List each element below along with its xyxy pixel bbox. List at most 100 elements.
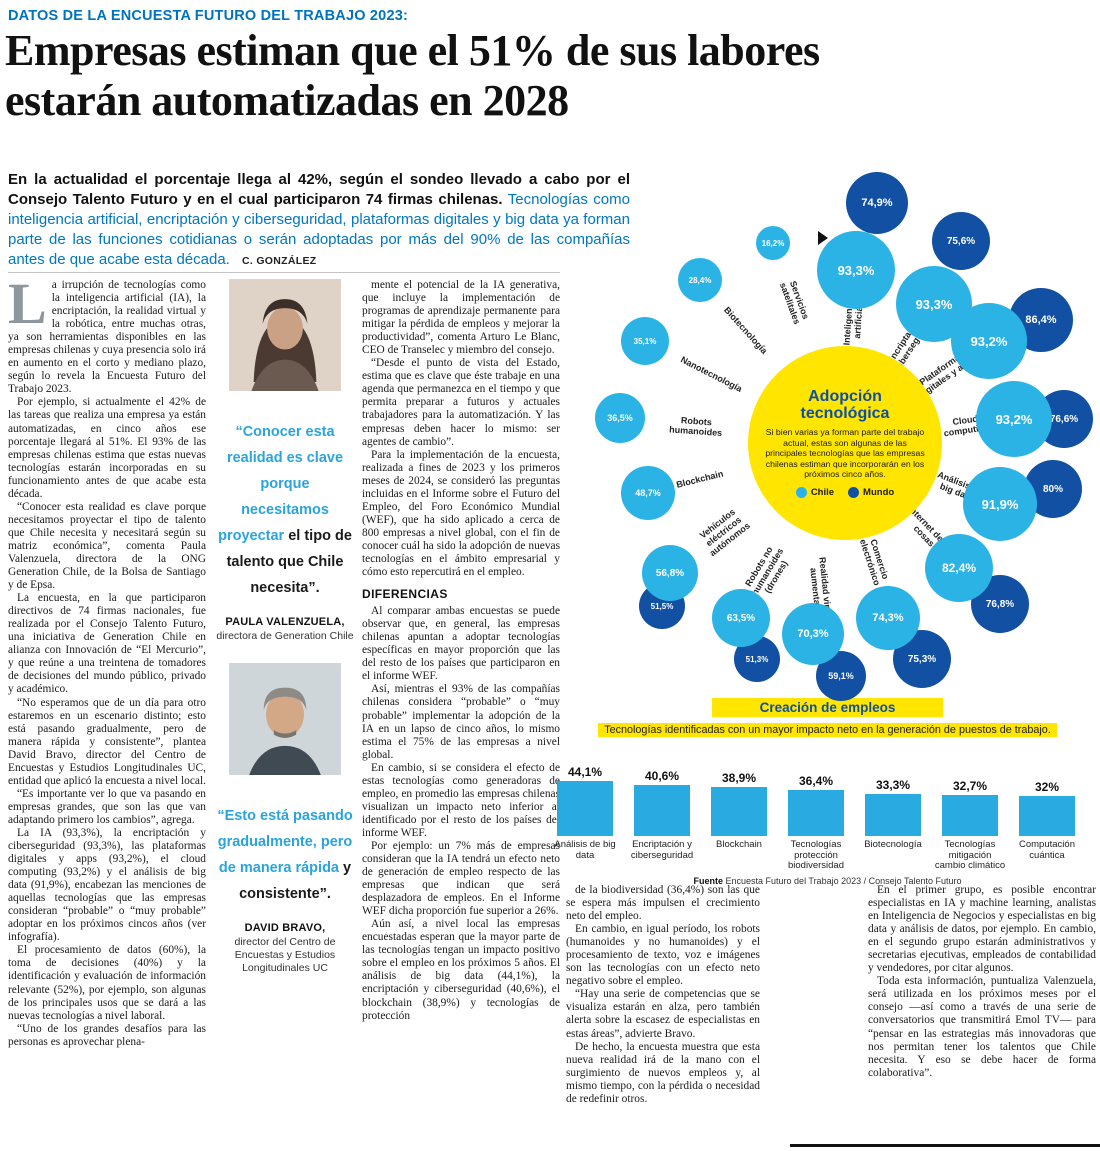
bubble-chile-analisis-de-big-data: 91,9% — [963, 467, 1037, 541]
paragraph: Por ejemplo: un 7% más de empresas consi… — [362, 839, 560, 918]
paragraph: mente el potencial de la IA generativa, … — [362, 279, 560, 357]
lede-blue-text: Tecnologías como inteligencia artificial… — [8, 191, 630, 268]
quote-blue-text: “Esto está pasando gradualmente, pero de… — [217, 808, 353, 876]
paragraph: De hecho, la encuesta muestra que esta n… — [566, 1040, 760, 1105]
paragraph-group: En el primer grupo, es posible encontrar… — [868, 884, 1096, 1080]
bar-value: 36,4% — [798, 774, 834, 788]
legend-label-chile: Chile — [810, 486, 835, 498]
jobs-chart-header: Creación de empleos — [555, 698, 1100, 717]
kicker: DATOS DE LA ENCUESTA FUTURO DEL TRABAJO … — [8, 8, 409, 24]
bubble-chile-internet-de-las-cosas: 82,4% — [925, 534, 993, 602]
paragraph-group: mente el potencial de la IA generativa, … — [362, 279, 560, 579]
bubble-label-nanotecnologia: Nanotecnología — [679, 354, 744, 394]
bar-rect — [711, 787, 767, 836]
lede-bold-text: En la actualidad el porcentaje llega al … — [8, 171, 630, 208]
quote-blue-text: “Conocer esta realidad es clave porque n… — [218, 424, 344, 544]
legend-label-mundo: Mundo — [863, 486, 895, 498]
paragraph: En cambio, si se considera el efecto de … — [362, 761, 560, 839]
photo-paula-valenzuela — [229, 279, 341, 391]
bar-blockchain: 38,9% — [701, 742, 777, 836]
bubble-chile-realidad-virtual-aumentada: 70,3% — [782, 603, 844, 665]
pull-quote-valenzuela: “Conocer esta realidad es clave porque n… — [216, 419, 354, 601]
bubble-label-blockchain: Blockchain — [675, 468, 725, 490]
bar-value: 44,1% — [567, 765, 603, 779]
jobs-bar-chart: Creación de empleos Tecnologías identifi… — [554, 698, 1100, 886]
dropcap: L — [8, 279, 47, 336]
bar-rect — [634, 785, 690, 836]
infographic-legend: Chile Mundo — [795, 486, 895, 498]
bar-value: 33,3% — [875, 778, 911, 792]
quote-author-role: director del Centro de Encuestas y Estud… — [234, 936, 336, 974]
bar-category: Blockchain — [716, 839, 762, 850]
article-column-4: En el primer grupo, es posible encontrar… — [868, 884, 1096, 1150]
jobs-chart-title: Creación de empleos — [711, 698, 944, 717]
quote-author: DAVID BRAVO, — [244, 922, 326, 934]
bar-value: 38,9% — [721, 771, 757, 785]
bar-category: Tecnologías protección biodiversidad — [788, 839, 844, 871]
bubble-chile-blockchain: 48,7% — [621, 466, 675, 520]
lede: En la actualidad el porcentaje llega al … — [8, 170, 630, 271]
bar-value: 32% — [1034, 780, 1060, 794]
quote-author-role: directora de Generation Chile — [216, 630, 354, 642]
divider — [8, 272, 560, 273]
quote-black-text: el tipo de talento que Chile necesita”. — [226, 528, 352, 596]
bubble-chile-robots-no-humanoides-drones: 63,5% — [712, 589, 770, 647]
bar-category: Tecnologías mitigación cambio climático — [934, 839, 1006, 871]
paragraph: La encuesta, en la que participaron dire… — [8, 592, 206, 696]
pull-quote-bravo: “Esto está pasando gradualmente, pero de… — [216, 803, 354, 907]
bubble-chile-comercio-electronico: 74,3% — [856, 586, 920, 650]
paragraph: En el primer grupo, es posible encontrar… — [868, 884, 1096, 975]
quote-attribution: PAULA VALENZUELA, directora de Generatio… — [216, 616, 354, 643]
bar-rect — [942, 795, 998, 836]
legend-item-chile: Chile — [795, 486, 835, 498]
bar-rect — [865, 794, 921, 836]
jobs-chart-subheader: Tecnologías identificadas con un mayor i… — [555, 720, 1100, 738]
bubble-label-biotecnologia: Biotecnología — [722, 304, 770, 356]
bubble-chile-servicios-satelitales: 16,2% — [756, 226, 790, 260]
paragraph: “Desde el punto de vista del Estado, est… — [362, 357, 560, 448]
bar-computacion-cuantica: 32% — [1009, 742, 1085, 836]
photo-david-bravo — [229, 663, 341, 775]
divider — [790, 1144, 1100, 1147]
paragraph: “Es importante ver lo que va pasando en … — [8, 787, 206, 826]
source-label: Fuente — [693, 876, 723, 886]
paragraph: El procesamiento de datos (60%), la toma… — [8, 944, 206, 1022]
paragraph-group: Por ejemplo, si actualmente el 42% de la… — [8, 396, 206, 1048]
bubble-chile-cloud-computing: 93,2% — [976, 381, 1052, 457]
bar-category: Biotecnología — [864, 839, 922, 850]
jobs-bars-area: 44,1% Análisis de big data 40,6% Encriptaci… — [554, 742, 1100, 874]
bubble-label-vehiculos-electricos-autonomos: Vehículos eléctricos autónomos — [697, 506, 752, 558]
paragraph: Así, mientras el 93% de las compañías ch… — [362, 683, 560, 761]
bar-value: 40,6% — [644, 769, 680, 783]
bar-encriptacion-y-ciberseguridad: 40,6% — [624, 742, 700, 836]
paragraph-group: de la biodiversidad (36,4%) son las que … — [566, 884, 760, 1106]
legend-dot-mundo-icon — [848, 486, 860, 498]
quote-black-text: y consistente”. — [239, 860, 352, 902]
paragraph: Para la implementación de la encuesta, r… — [362, 448, 560, 579]
infographic-center-circle: Adopción tecnológica Si bien varias ya f… — [748, 346, 942, 540]
quote-author: PAULA VALENZUELA, — [225, 616, 345, 628]
bubble-chile-vehiculos-electricos-autonomos: 56,8% — [642, 545, 698, 601]
bubble-chile-biotecnologia: 28,4% — [678, 258, 722, 302]
bar-category: Computación cuántica — [1019, 839, 1075, 861]
paragraph-text: a irrupción de tecnologías como la intel… — [8, 279, 206, 396]
bubble-chile-plataformas-digitales-y-apps: 93,2% — [951, 303, 1027, 379]
bar-category: Encriptación y ciberseguridad — [630, 839, 694, 861]
bubble-chile-inteligencia-artificial: 93,3% — [817, 231, 895, 309]
paragraph: Aún así, a nivel local las empresas encu… — [362, 918, 560, 1022]
quotes-column: “Conocer esta realidad es clave porque n… — [216, 279, 354, 975]
source-note: Fuente Encuesta Futuro del Trabajo 2023 … — [555, 876, 1100, 886]
headline: Empresas estiman que el 51% de sus labor… — [5, 26, 820, 126]
paragraph: Al comparar ambas encuestas se puede obs… — [362, 605, 560, 683]
bar-rect — [557, 781, 613, 836]
source-text: Encuesta Futuro del Trabajo 2023 / Conse… — [725, 876, 962, 886]
paragraph: de la biodiversidad (36,4%) son las que … — [566, 884, 760, 923]
bar-tecnologias-proteccion-biodiversidad: 36,4% — [778, 742, 854, 836]
article-column-3: de la biodiversidad (36,4%) son las que … — [566, 884, 760, 1150]
article-column-2: mente el potencial de la IA generativa, … — [362, 279, 560, 1148]
infographic-title: Adopción tecnológica — [800, 388, 890, 423]
subhead-diferencias: DIFERENCIAS — [362, 587, 448, 602]
quote-attribution: DAVID BRAVO, director del Centro de Encu… — [216, 922, 354, 975]
